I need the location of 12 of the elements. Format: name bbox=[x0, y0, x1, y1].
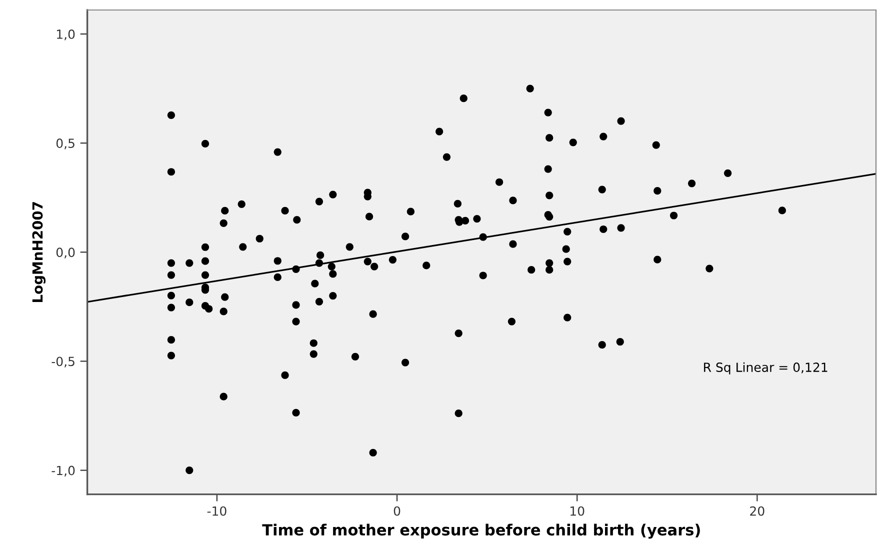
x-tick-label: 0 bbox=[394, 506, 400, 516]
y-tick-label: -0,5 bbox=[52, 356, 74, 368]
x-tick-label: 10 bbox=[570, 506, 584, 516]
y-tick-label: 0,0 bbox=[56, 248, 75, 258]
y-tick-label: -1,0 bbox=[52, 466, 75, 477]
y-axis-title: LogMnH2007 bbox=[32, 202, 46, 302]
y-tick-label: 0,5 bbox=[56, 138, 74, 150]
annotation: R Sq Linear = 0,121 bbox=[704, 362, 828, 374]
x-tick-label: -10 bbox=[207, 506, 226, 516]
y-tick-label: 1,0 bbox=[56, 29, 75, 40]
x-axis-title: Time of mother exposure before child birth (years) bbox=[262, 524, 700, 539]
x-tick-label: 20 bbox=[750, 506, 764, 516]
